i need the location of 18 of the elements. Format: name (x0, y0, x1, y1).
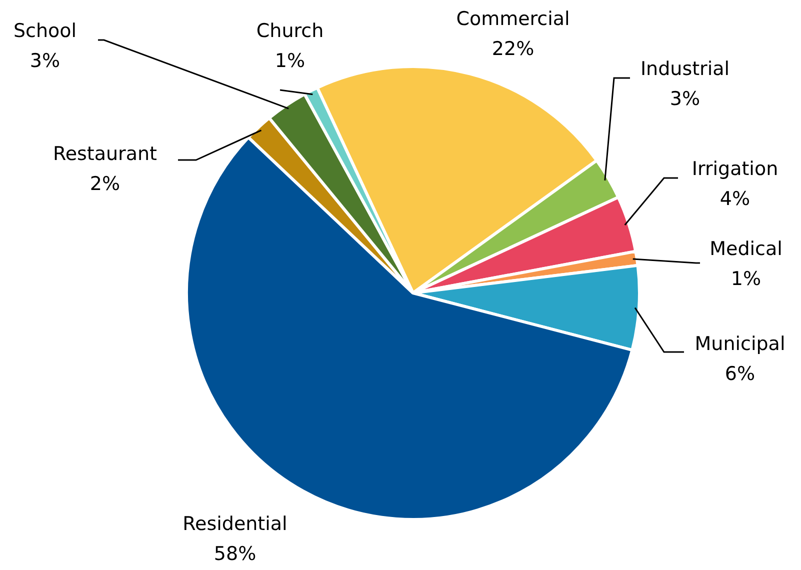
slice-label: Industrial (640, 58, 730, 80)
slice-label: Commercial (456, 8, 570, 30)
slice-label: Restaurant (52, 142, 158, 165)
data-label: 1% (274, 50, 306, 72)
data-label: 4% (720, 188, 750, 210)
data-label: 3% (30, 50, 60, 72)
data-label: 3% (670, 88, 700, 110)
slice-label: Medical (710, 238, 782, 260)
slice-label: Residential (182, 512, 288, 535)
data-label: 1% (730, 268, 762, 290)
data-label: 6% (724, 362, 756, 385)
slice-label: Church (256, 20, 324, 42)
data-label: 58% (214, 542, 256, 565)
slice-label: Municipal (694, 332, 786, 355)
data-label: 22% (492, 38, 534, 60)
slice-label: Irrigation (692, 158, 778, 180)
slice-label: School (13, 20, 77, 42)
data-label: 2% (90, 172, 120, 195)
